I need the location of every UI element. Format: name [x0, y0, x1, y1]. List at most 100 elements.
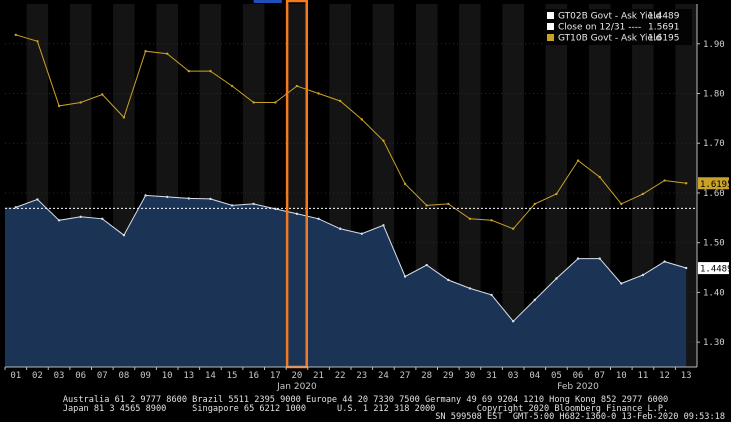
- gt10-point: [511, 227, 515, 230]
- x-tick-label: 30: [465, 371, 476, 381]
- gt10-point: [209, 69, 212, 73]
- x-tick-label: 21: [313, 371, 324, 381]
- gt02-point: [144, 194, 147, 197]
- last-value-tags: 1.6195 1.4489: [698, 177, 731, 275]
- y-tick-label: 1.60: [703, 189, 725, 199]
- footer-contacts-line1: Australia 61 2 9777 8600 Brazil 5511 239…: [62, 395, 669, 405]
- legend-bg: [542, 9, 692, 45]
- gt10-point: [533, 202, 537, 206]
- gt10-point: [641, 192, 645, 196]
- gt10-point: [274, 101, 277, 104]
- day-band: [524, 4, 546, 367]
- x-tick-label: 29: [443, 371, 454, 381]
- x-tick-label: 16: [248, 371, 259, 381]
- gt02-point: [598, 257, 601, 260]
- gt10-point: [403, 182, 407, 186]
- x-tick-label: 13: [183, 371, 194, 381]
- accent-bar: [253, 0, 282, 3]
- gt10-point: [425, 204, 428, 207]
- y-axis-ticks: 1.30 1.40 1.50 1.60 1.70 1.80 1.90: [697, 40, 725, 348]
- gt02-point: [295, 212, 299, 216]
- gt02-point: [425, 263, 428, 267]
- gt02-points: [14, 194, 688, 323]
- gt02-last-value-tag-bg: [698, 262, 729, 275]
- gt02-point: [533, 298, 537, 302]
- gt10-point: [295, 84, 299, 88]
- gt10-point: [230, 84, 234, 88]
- day-band: [459, 4, 481, 367]
- gt02-last-value-tag: 1.4489: [700, 265, 731, 275]
- x-tick-label: 31: [486, 371, 497, 381]
- legend-swatch: [547, 23, 554, 30]
- gt10-point: [555, 192, 558, 196]
- legend-label: GT02B Govt - Ask Yield: [558, 12, 661, 22]
- x-tick-label: 01: [10, 371, 21, 381]
- gt02-point: [468, 287, 472, 290]
- gt02-point: [555, 277, 558, 280]
- gt10-point: [576, 159, 580, 162]
- x-tick-label: 23: [356, 371, 367, 381]
- gt10-point: [101, 93, 104, 96]
- gt02-area: [5, 195, 687, 367]
- gt02-point: [511, 320, 515, 323]
- day-band: [480, 4, 503, 367]
- x-tick-label: 07: [97, 371, 108, 381]
- gt10-point: [122, 116, 126, 119]
- x-tick-label: 28: [421, 371, 432, 381]
- x-tick-label: 12: [659, 371, 670, 381]
- x-tick-label: 06: [573, 371, 584, 381]
- y-tick-label: 1.70: [703, 139, 725, 149]
- x-tick-label: 06: [75, 371, 86, 381]
- footer-timestamp: SN 599508 EST GMT-5:00 H682-1360-0 13-Fe…: [435, 412, 725, 422]
- gt10-point: [468, 217, 472, 221]
- x-tick-label: 15: [227, 371, 238, 381]
- day-band: [502, 4, 524, 367]
- y-tick-label: 1.80: [703, 90, 725, 100]
- gt02-point: [79, 215, 82, 219]
- legend-swatch: [547, 12, 554, 19]
- x-tick-label: 14: [205, 371, 216, 381]
- legend-value: 1.5691: [648, 23, 680, 33]
- legend-value: 1.4489: [648, 12, 680, 22]
- gt10-point: [338, 99, 342, 103]
- gt02-point: [684, 266, 688, 270]
- gt10-point: [57, 104, 61, 108]
- gt10-point: [684, 182, 688, 185]
- gt10-point: [663, 179, 666, 182]
- gt10-last-value-tag-bg: [698, 177, 729, 190]
- gt02-point: [338, 227, 342, 230]
- gt02-point: [447, 278, 450, 282]
- x-tick-label: 03: [508, 371, 519, 381]
- x-axis-ticks: 01 02 03 06 07 08 09 10 13 14 15 16 17 20 21 22 23 24 27 28…: [4, 367, 692, 381]
- gt02-point: [360, 232, 364, 235]
- x-tick-label: 03: [54, 371, 65, 381]
- gt10-point: [360, 118, 364, 121]
- gt02-point: [165, 195, 169, 199]
- month-label: Jan 2020: [276, 382, 317, 392]
- x-tick-label: 11: [638, 371, 649, 381]
- footer-contacts-line2: Japan 81 3 4565 8900 Singapore 65 6212 1…: [62, 404, 669, 414]
- legend-swatch: [547, 34, 554, 41]
- month-labels: Jan 2020 Feb 2020: [276, 382, 599, 392]
- gt10-point: [79, 101, 82, 104]
- x-tick-label: 04: [529, 371, 540, 381]
- gt02-point: [576, 257, 580, 260]
- gt10-line: [15, 34, 687, 230]
- y-tick-label: 1.40: [703, 288, 725, 298]
- gt02-point: [663, 260, 666, 263]
- gt10-point: [165, 52, 169, 55]
- x-tick-label: 24: [378, 371, 389, 381]
- x-tick-label: 05: [551, 371, 562, 381]
- legend-value: 1.6195: [648, 34, 680, 44]
- month-label: Feb 2020: [557, 382, 599, 392]
- gt10-point: [490, 219, 493, 222]
- gt10-point: [252, 101, 255, 104]
- gt10-point: [187, 69, 191, 73]
- gt02-point: [490, 293, 493, 297]
- gt02-point: [382, 224, 385, 227]
- y-tick-label: 1.30: [703, 338, 725, 348]
- gt10-point: [382, 139, 385, 142]
- y-tick-label: 1.90: [703, 40, 725, 50]
